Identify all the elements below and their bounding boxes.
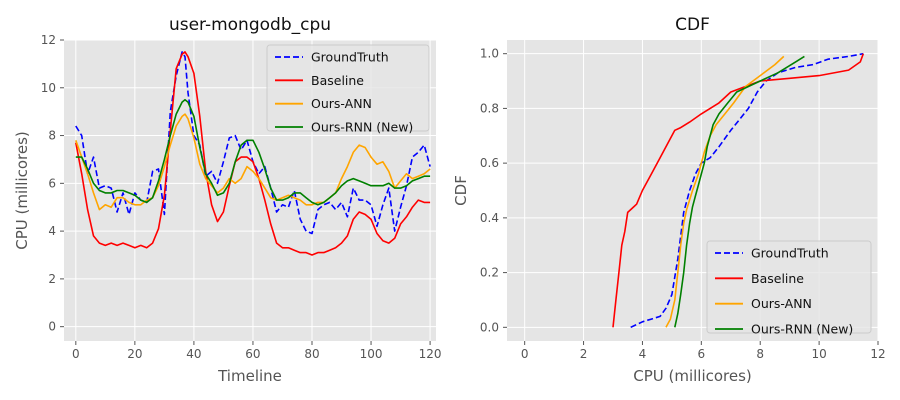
y-tick-label: 12 [41, 33, 56, 47]
series-line-ours-rnn-new [674, 55, 805, 328]
y-tick-label: 0.6 [480, 156, 499, 170]
y-tick-label: 0 [48, 320, 56, 334]
x-tick-label: 8 [756, 347, 764, 361]
y-tick-label: 1.0 [480, 47, 499, 61]
chart-panel-2: 0 2 4 6 8 10 12 0.0 0.2 0.4 0.6 0.8 1.0 CDF CPU (milli… [452, 15, 886, 385]
x-tick-label: 100 [360, 347, 383, 361]
legend-label: Baseline [311, 73, 364, 88]
y-tick-label: 0.0 [480, 320, 499, 334]
legend: GroundTruth Baseline Ours-ANN Ours-RNN (New… [706, 240, 872, 337]
x-tick-label: 60 [245, 347, 260, 361]
series-line-ours-rnn-new [75, 98, 431, 206]
chart-title: CDF [675, 15, 710, 35]
series-line-ours-ann [665, 55, 785, 328]
x-axis-label: Timeline [217, 367, 282, 385]
x-tick-label: 120 [419, 347, 442, 361]
x-tick-label: 0 [72, 347, 80, 361]
legend-box [266, 44, 430, 132]
x-tick-label: 40 [186, 347, 201, 361]
y-tick-label: 4 [48, 224, 56, 238]
x-tick-label: 2 [580, 347, 588, 361]
y-tick-label: 2 [48, 272, 56, 286]
x-tick-label: 20 [127, 347, 142, 361]
x-axis-label: CPU (millicores) [633, 367, 752, 385]
y-tick-label: 0.8 [480, 101, 499, 115]
series-line-ours-ann [75, 113, 431, 211]
y-tick-label: 0.2 [480, 266, 499, 280]
series-line-baseline [75, 51, 431, 256]
legend-label: GroundTruth [311, 50, 389, 65]
y-axis-label: CDF [452, 175, 470, 206]
chart-title: user-mongodb_cpu [169, 15, 331, 35]
x-tick-label: 4 [639, 347, 647, 361]
x-tick-label: 0 [521, 347, 529, 361]
legend-box [706, 240, 872, 334]
y-tick-label: 8 [48, 129, 56, 143]
chart-panel-1: 0 20 40 60 80 100 120 0 2 4 6 8 10 12 user-mongodb_cpu… [13, 15, 442, 385]
y-axis-label: CPU (millicores) [13, 131, 31, 250]
x-tick-label: 6 [698, 347, 706, 361]
y-tick-label: 10 [41, 81, 56, 95]
legend-label: Baseline [751, 271, 804, 286]
legend-label: GroundTruth [751, 246, 829, 261]
x-tick-label: 80 [304, 347, 319, 361]
series-line-groundtruth [75, 51, 431, 235]
legend: GroundTruth Baseline Ours-ANN Ours-RNN (New… [266, 44, 430, 135]
y-tick-label: 6 [48, 176, 56, 190]
series-line-baseline [612, 53, 865, 328]
legend-label: Ours-ANN [311, 96, 372, 111]
x-tick-label: 12 [870, 347, 885, 361]
legend-label: Ours-ANN [751, 296, 812, 311]
legend-label: Ours-RNN (New) [311, 120, 413, 135]
legend-label: Ours-RNN (New) [751, 322, 853, 337]
x-tick-label: 10 [811, 347, 826, 361]
series-line-groundtruth [630, 52, 864, 329]
y-tick-label: 0.4 [480, 211, 499, 225]
